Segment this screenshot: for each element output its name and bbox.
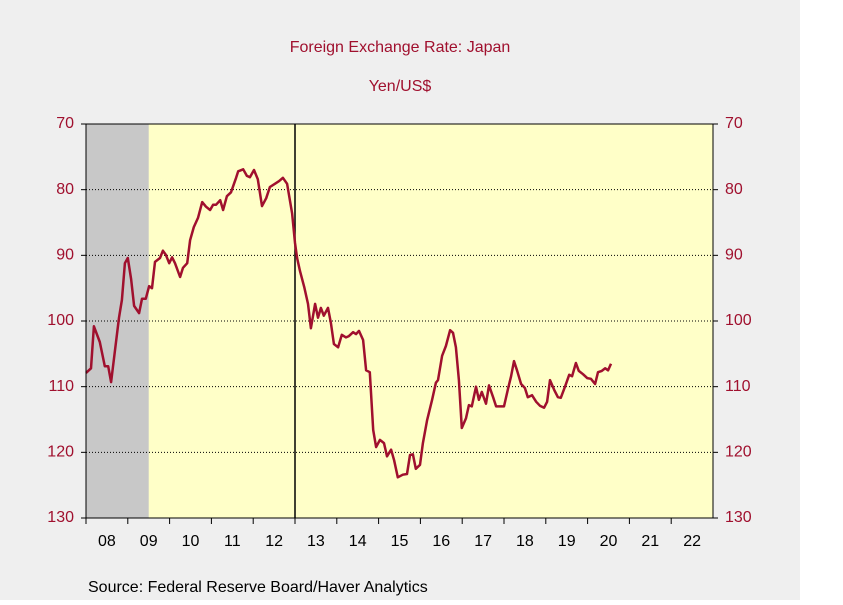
x-tick-label: 09 [140, 533, 158, 550]
y2-tick-label: 130 [725, 509, 752, 526]
x-tick-label: 21 [641, 533, 659, 550]
x-tick-label: 10 [182, 533, 200, 550]
x-tick-label: 12 [265, 533, 283, 550]
y2-tick-label: 120 [725, 444, 752, 461]
y-tick-label: 80 [56, 181, 74, 198]
x-tick-label: 14 [349, 533, 367, 550]
y2-tick-label: 90 [725, 247, 743, 264]
y2-tick-label: 80 [725, 181, 743, 198]
chart-subtitle: Yen/US$ [369, 78, 432, 95]
x-tick-label: 18 [516, 533, 534, 550]
y2-tick-label: 70 [725, 115, 743, 132]
x-tick-label: 15 [391, 533, 409, 550]
y-tick-label: 110 [48, 378, 74, 395]
y-tick-label: 100 [47, 312, 74, 329]
y2-tick-label: 110 [725, 378, 751, 395]
y-tick-label: 70 [56, 115, 74, 132]
y-tick-label: 90 [56, 247, 74, 264]
y2-tick-label: 100 [725, 312, 752, 329]
chart-title: Foreign Exchange Rate: Japan [290, 39, 511, 56]
x-tick-label: 20 [600, 533, 618, 550]
x-tick-label: 22 [683, 533, 701, 550]
y-tick-label: 130 [47, 509, 74, 526]
plot-area [86, 124, 713, 518]
x-tick-label: 16 [432, 533, 450, 550]
x-tick-label: 17 [474, 533, 492, 550]
source-note: Source: Federal Reserve Board/Haver Anal… [88, 579, 428, 596]
x-tick-label: 13 [307, 533, 325, 550]
x-tick-label: 11 [224, 533, 241, 550]
x-tick-label: 19 [558, 533, 576, 550]
y-tick-label: 120 [47, 444, 74, 461]
x-tick-label: 08 [98, 533, 116, 550]
plot-border [85, 123, 714, 519]
series-line [85, 168, 613, 479]
